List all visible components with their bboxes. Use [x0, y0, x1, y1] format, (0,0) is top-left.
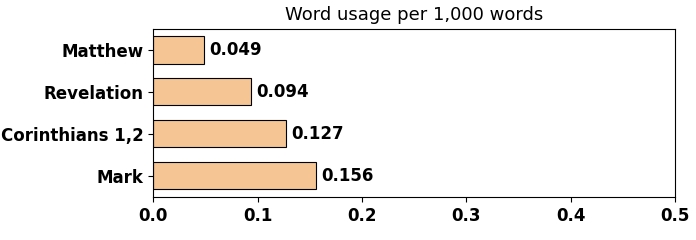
Text: 0.127: 0.127: [291, 125, 344, 143]
Bar: [153, 162, 316, 189]
Title: Word usage per 1,000 words: Word usage per 1,000 words: [285, 6, 544, 24]
Bar: [153, 120, 285, 147]
Text: 0.094: 0.094: [256, 83, 309, 101]
Bar: [153, 78, 251, 105]
Bar: [153, 36, 205, 64]
Text: 0.156: 0.156: [322, 167, 374, 185]
Text: 0.049: 0.049: [209, 41, 262, 59]
